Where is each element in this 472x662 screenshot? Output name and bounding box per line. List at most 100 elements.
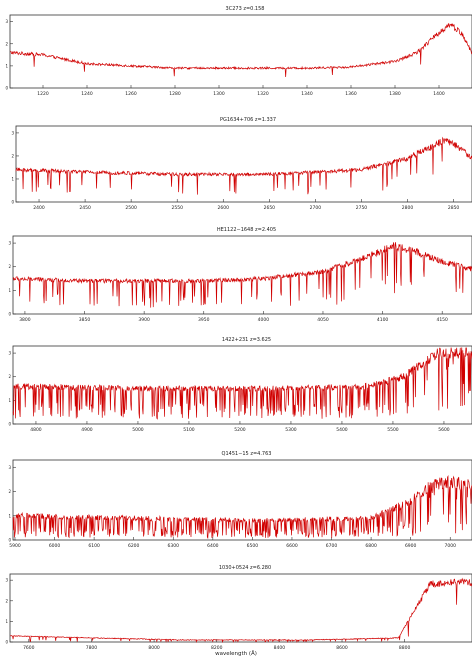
x-tick-label: 6100 <box>88 543 100 549</box>
x-tick-label: 1280 <box>169 91 181 97</box>
x-tick-label: 6400 <box>207 543 219 549</box>
panel-title: HE1122−1648 z=2.405 <box>217 227 276 233</box>
spectrum-line <box>12 474 472 540</box>
x-tick-label: 2700 <box>310 205 322 211</box>
y-tick-label: 0 <box>8 312 11 317</box>
x-tick-label: 1400 <box>433 91 445 97</box>
spectrum-panel: 1422+231 z=3.625 4800 4900 5000 5100 5200 5300… <box>8 337 472 433</box>
spectrum-panel: 1030+0524 z=6.280 7600 7800 8000 8200 8400 860… <box>5 565 472 651</box>
y-tick-label: 1 <box>5 619 8 624</box>
x-tick-label: 1320 <box>257 91 269 97</box>
x-tick-label: 4000 <box>258 317 270 323</box>
spectrum-panel: Q1451−15 z=4.763 5900 6000 6100 6200 6300 6400… <box>8 451 472 549</box>
spectrum-line <box>9 23 472 78</box>
y-tick-label: 1 <box>5 63 8 68</box>
y-tick-label: 3 <box>8 351 11 356</box>
x-tick-label: 1300 <box>213 91 225 97</box>
x-tick-label: 5000 <box>132 427 144 433</box>
axes-frame <box>12 459 472 541</box>
x-tick-label: 1240 <box>81 91 93 97</box>
axes-frame <box>12 235 472 315</box>
x-tick-label: 2550 <box>171 205 183 211</box>
x-tick-label: 6300 <box>168 543 180 549</box>
axes-frame <box>9 14 472 89</box>
y-tick-label: 0 <box>8 538 11 543</box>
x-tick-label: 8600 <box>336 645 348 651</box>
x-tick-label: 2800 <box>402 205 414 211</box>
panel-title: PG1634+706 z=1.337 <box>220 117 276 123</box>
panel-title: Q1451−15 z=4.763 <box>222 451 272 457</box>
y-tick-label: 3 <box>5 578 8 583</box>
y-tick-label: 3 <box>5 19 8 24</box>
axes-frame <box>9 573 472 643</box>
x-tick-label: 5500 <box>387 427 399 433</box>
x-tick-label: 3900 <box>138 317 150 323</box>
y-tick-label: 1 <box>8 288 11 293</box>
x-tick-label: 1340 <box>301 91 313 97</box>
x-tick-label: 2400 <box>33 205 45 211</box>
x-tick-label: 2650 <box>264 205 276 211</box>
y-tick-label: 0 <box>5 86 8 91</box>
y-tick-label: 2 <box>5 598 8 603</box>
x-tick-label: 1380 <box>389 91 401 97</box>
x-tick-label: 2500 <box>125 205 137 211</box>
x-tick-label: 4900 <box>81 427 93 433</box>
x-tick-label: 5400 <box>336 427 348 433</box>
x-tick-label: 3850 <box>79 317 91 323</box>
panel-title: 1422+231 z=3.625 <box>222 337 271 343</box>
x-tick-label: 5300 <box>285 427 297 433</box>
x-tick-label: 3800 <box>19 317 31 323</box>
spectrum-panel: PG1634+706 z=1.337 2400 2450 2500 2550 2600 26… <box>11 117 472 211</box>
spectrum-line <box>9 577 472 644</box>
x-tick-label: 7600 <box>23 645 35 651</box>
x-tick-label: 5900 <box>9 543 21 549</box>
y-tick-label: 0 <box>8 422 11 427</box>
x-tick-label: 2850 <box>448 205 460 211</box>
x-tick-label: 8800 <box>399 645 411 651</box>
spectrum-line <box>12 347 472 420</box>
x-tick-label: 6600 <box>286 543 298 549</box>
x-tick-label: 8400 <box>274 645 286 651</box>
x-tick-label: 2450 <box>79 205 91 211</box>
y-tick-label: 2 <box>8 264 11 269</box>
x-tick-label: 2600 <box>218 205 230 211</box>
y-tick-label: 3 <box>8 241 11 246</box>
x-tick-label: 6500 <box>247 543 259 549</box>
x-tick-label: 6800 <box>365 543 377 549</box>
spectrum-panel: HE1122−1648 z=2.405 3800 3850 3900 3950 4000 4… <box>8 227 472 323</box>
y-tick-label: 1 <box>8 513 11 518</box>
y-tick-label: 3 <box>8 465 11 470</box>
x-tick-label: 5200 <box>234 427 246 433</box>
x-tick-label: 5100 <box>183 427 195 433</box>
x-tick-label: 6000 <box>49 543 61 549</box>
axes-frame <box>15 125 472 203</box>
y-tick-label: 0 <box>5 640 8 645</box>
x-tick-label: 8000 <box>148 645 160 651</box>
spectrum-line <box>12 242 472 308</box>
x-tick-label: 6900 <box>405 543 417 549</box>
y-tick-label: 2 <box>8 374 11 379</box>
x-axis-label: wavelength (Å) <box>215 650 257 657</box>
spectrum-line <box>15 136 472 195</box>
x-tick-label: 1260 <box>125 91 137 97</box>
panel-title: 1030+0524 z=6.280 <box>219 565 271 571</box>
y-tick-label: 1 <box>8 398 11 403</box>
x-tick-label: 6700 <box>326 543 338 549</box>
axes-frame <box>12 345 472 425</box>
x-tick-label: 6200 <box>128 543 140 549</box>
y-tick-label: 0 <box>11 200 14 205</box>
panel-title: 3C273 z=0.158 <box>226 6 265 12</box>
x-tick-label: 4800 <box>30 427 42 433</box>
x-tick-label: 7000 <box>445 543 457 549</box>
x-tick-label: 8200 <box>211 645 223 651</box>
x-tick-label: 4150 <box>436 317 448 323</box>
x-tick-label: 2750 <box>356 205 368 211</box>
x-tick-label: 4050 <box>317 317 329 323</box>
x-tick-label: 7800 <box>86 645 98 651</box>
x-tick-label: 5600 <box>438 427 450 433</box>
y-tick-label: 2 <box>8 489 11 494</box>
y-tick-label: 2 <box>5 41 8 46</box>
